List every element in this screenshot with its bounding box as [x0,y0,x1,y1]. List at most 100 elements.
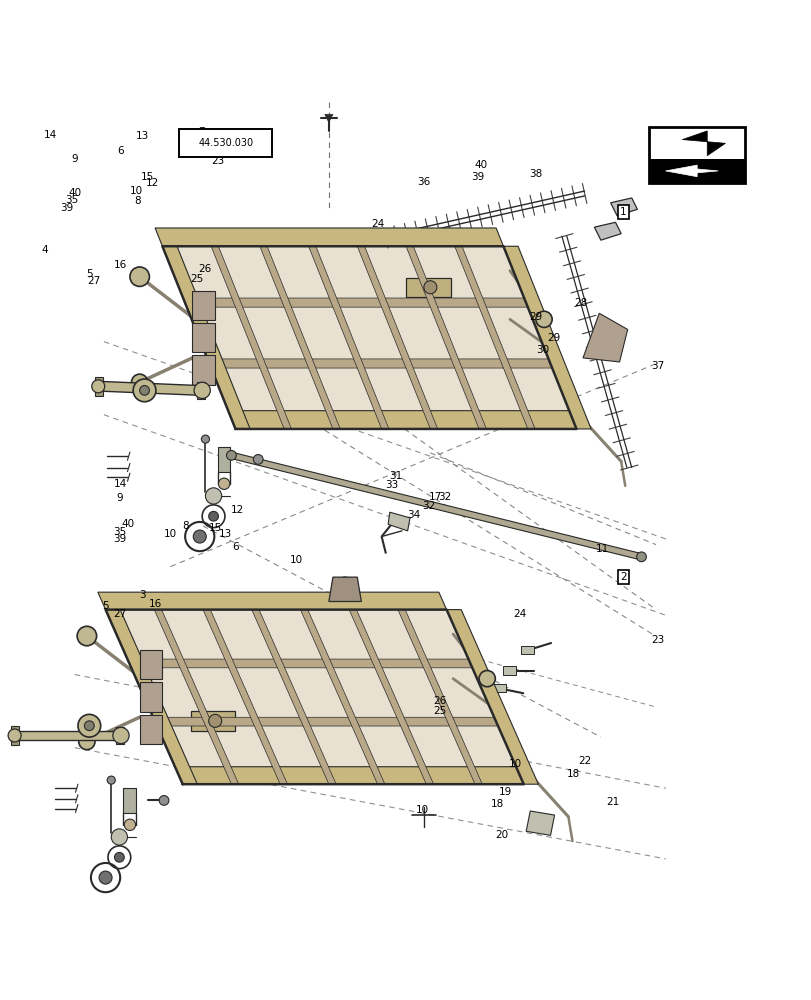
Text: 39: 39 [60,203,73,213]
Circle shape [124,819,135,830]
Polygon shape [211,246,291,429]
Text: 22: 22 [577,756,590,766]
Polygon shape [192,355,215,385]
Circle shape [423,281,436,294]
Circle shape [92,380,105,393]
FancyBboxPatch shape [179,129,272,157]
Text: 29: 29 [547,333,560,343]
Polygon shape [203,610,287,784]
Text: 39: 39 [114,534,127,544]
Circle shape [193,530,206,543]
Polygon shape [406,246,486,429]
Polygon shape [18,731,118,740]
Circle shape [139,386,149,395]
Bar [648,159,744,183]
Text: 10: 10 [164,529,177,539]
Text: 24: 24 [513,609,526,619]
Text: 12: 12 [146,178,159,188]
Polygon shape [97,592,446,610]
Text: 9: 9 [71,154,78,164]
Text: 18: 18 [490,799,503,809]
Polygon shape [594,222,620,240]
Polygon shape [127,659,472,668]
Circle shape [114,852,124,862]
Polygon shape [105,610,523,784]
Text: 7: 7 [198,127,204,137]
Text: 5: 5 [102,601,109,611]
Circle shape [111,829,127,845]
Text: 25: 25 [190,274,203,284]
Circle shape [113,727,129,744]
Text: 10: 10 [415,805,428,815]
Polygon shape [397,610,482,784]
Polygon shape [503,246,590,429]
Circle shape [77,626,97,646]
Polygon shape [162,246,576,429]
Text: 35: 35 [65,195,78,205]
Polygon shape [208,359,551,368]
Polygon shape [192,323,215,352]
Text: 8: 8 [182,521,188,531]
Polygon shape [308,246,388,429]
Text: 31: 31 [389,471,402,481]
Text: 13: 13 [219,529,232,539]
Polygon shape [446,610,538,784]
Polygon shape [610,198,637,216]
Polygon shape [665,165,718,177]
Text: 4: 4 [41,245,48,255]
Polygon shape [492,684,505,692]
Text: 34: 34 [407,510,420,520]
Polygon shape [260,246,340,429]
Polygon shape [101,381,199,395]
Text: 40: 40 [122,519,135,529]
Text: 28: 28 [573,298,586,308]
Polygon shape [175,767,523,784]
Circle shape [208,714,221,727]
Text: 37: 37 [650,361,663,371]
Circle shape [159,796,169,805]
Polygon shape [324,114,333,122]
Text: 25: 25 [433,706,446,716]
Circle shape [208,511,218,521]
Polygon shape [328,577,361,601]
Text: 40: 40 [68,188,81,198]
Text: 16: 16 [114,260,127,270]
Polygon shape [231,452,641,560]
Polygon shape [162,246,250,429]
Text: 33: 33 [384,480,397,490]
Text: 26: 26 [198,264,211,274]
Polygon shape [454,246,534,429]
Polygon shape [139,650,162,679]
Text: 19: 19 [498,787,511,797]
Polygon shape [105,610,197,784]
Text: 5: 5 [86,269,92,279]
Text: 2: 2 [620,572,626,582]
Text: 15: 15 [141,172,154,182]
Text: 16: 16 [149,599,162,609]
Polygon shape [349,610,433,784]
Bar [648,127,744,183]
Text: 11: 11 [595,544,608,554]
Circle shape [226,450,236,460]
Text: 24: 24 [371,219,384,229]
Circle shape [535,311,551,327]
Text: 29: 29 [529,312,542,322]
Text: 38: 38 [529,169,542,179]
Text: 32: 32 [422,501,435,511]
Text: 32: 32 [438,492,451,502]
Polygon shape [300,610,384,784]
Polygon shape [95,377,103,396]
Text: 44.530.030: 44.530.030 [198,138,253,148]
Text: 27: 27 [114,609,127,619]
Text: 17: 17 [428,492,441,502]
Circle shape [478,671,495,687]
Text: 23: 23 [650,635,663,645]
Text: 10: 10 [130,186,143,196]
Text: 12: 12 [231,505,244,515]
Text: 3: 3 [139,590,145,600]
Text: 10: 10 [508,759,521,769]
Text: 36: 36 [417,177,430,187]
Text: 14: 14 [114,479,127,489]
Circle shape [84,721,94,731]
Circle shape [8,729,21,742]
